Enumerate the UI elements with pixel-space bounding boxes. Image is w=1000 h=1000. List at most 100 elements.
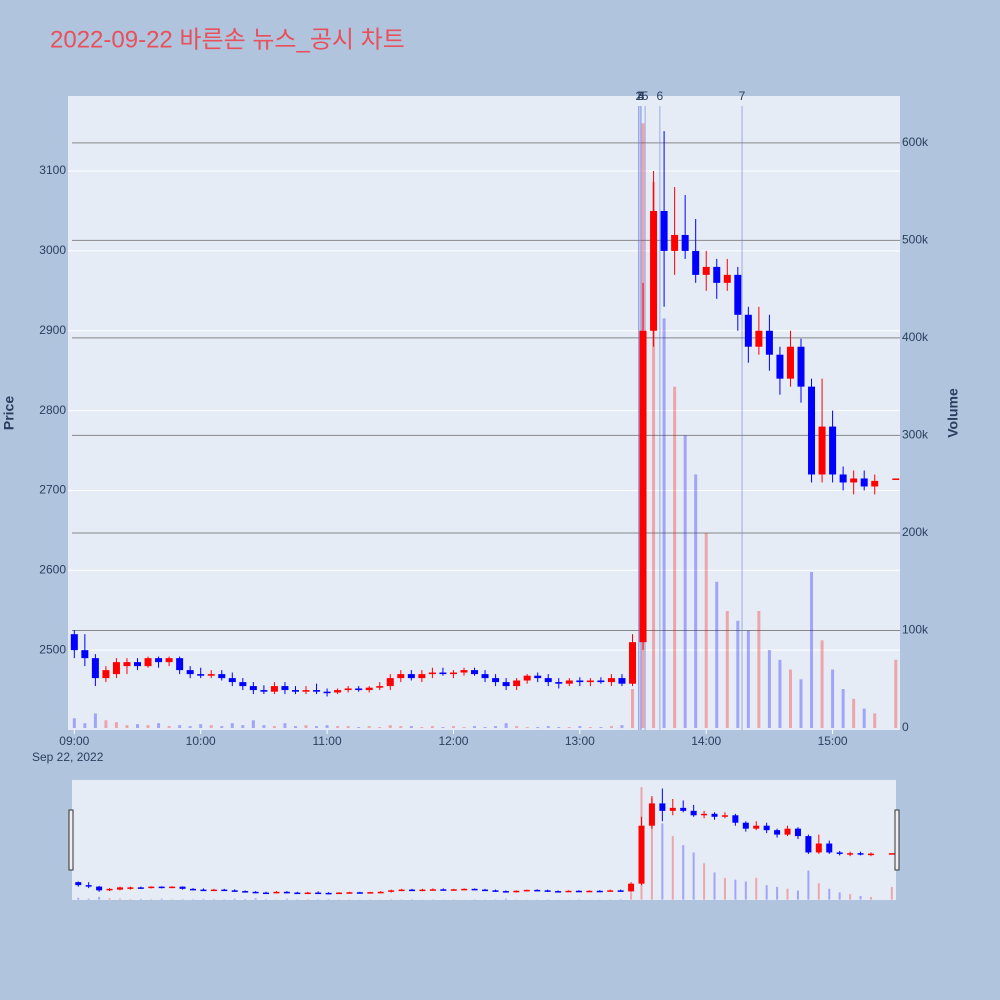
slider-volume-bar: [661, 823, 664, 900]
slider-volume-bar: [703, 863, 706, 900]
candle-body: [355, 688, 363, 691]
y-tick-label: 3000: [39, 243, 66, 257]
y-tick-label: 2800: [39, 403, 66, 417]
slider-volume-bar: [786, 888, 789, 900]
volume-bar: [241, 725, 245, 729]
candle-body: [186, 670, 194, 675]
slider-volume-bar: [285, 898, 288, 900]
volume-bar: [820, 640, 824, 729]
volume-bar: [430, 726, 434, 729]
slider-candle-body: [711, 813, 718, 817]
slider-candle-body: [252, 891, 259, 894]
candle-body: [597, 680, 605, 683]
range-slider[interactable]: [72, 780, 896, 900]
slider-volume-bar: [692, 852, 695, 900]
candle-body: [460, 670, 468, 673]
slider-volume-bar: [619, 899, 622, 900]
x-tick-label: 10:00: [186, 734, 216, 748]
volume-bar: [620, 725, 624, 729]
slider-handle[interactable]: [68, 809, 74, 871]
candle-body: [765, 330, 773, 355]
volume-bar: [652, 181, 656, 729]
volume-bar: [567, 727, 571, 729]
volume-bar: [599, 727, 603, 729]
plot-area: [68, 96, 900, 730]
slider-volume-bar: [650, 797, 653, 900]
slider-candle-body: [231, 890, 238, 892]
volume-bar: [557, 727, 561, 729]
slider-candle-body: [628, 883, 635, 892]
slider-candle-body: [210, 889, 217, 892]
slider-candle-body: [367, 892, 374, 894]
slider-candle-body: [742, 822, 749, 829]
news-label: 5: [642, 89, 649, 103]
volume-bar: [504, 723, 508, 729]
slider-candle-body: [377, 891, 384, 894]
slider-volume-bar: [160, 898, 163, 900]
candle-body: [818, 426, 826, 475]
slider-candle-body: [221, 889, 228, 892]
volume-bar: [862, 708, 866, 729]
candle-body: [534, 675, 542, 679]
candle-body: [386, 678, 394, 687]
volume-bar: [852, 698, 856, 729]
slider-volume-bar: [139, 898, 142, 900]
candle-body: [449, 672, 457, 675]
slider-candle-body: [607, 890, 614, 892]
slider-candle-body: [388, 890, 395, 892]
slider-candle-body: [356, 892, 363, 894]
slider-volume-bar: [744, 881, 747, 900]
slider-volume-bar: [233, 898, 236, 900]
candle-body: [123, 662, 131, 667]
volume-bar: [494, 726, 498, 729]
slider-candle-body: [701, 813, 708, 816]
slider-volume-bar: [390, 899, 393, 900]
slider-candle-body: [242, 891, 249, 893]
slider-volume-bar: [776, 886, 779, 900]
volume-bar: [283, 723, 287, 729]
volume-bar: [388, 725, 392, 729]
slider-candle-body: [429, 889, 436, 891]
candle-body: [334, 690, 342, 693]
candle-body: [576, 680, 584, 683]
slider-candle-body: [502, 891, 509, 893]
volume-bar: [746, 630, 750, 729]
volume-bar: [694, 474, 698, 729]
y2-tick-label: 400k: [902, 330, 929, 344]
candle-body: [871, 480, 879, 487]
candle-body: [134, 662, 142, 667]
volume-bar: [662, 318, 666, 729]
slider-candle-body: [169, 886, 176, 889]
slider-handle[interactable]: [894, 809, 900, 871]
volume-bar: [72, 718, 76, 729]
candle-body: [892, 478, 900, 480]
slider-candle-body: [544, 890, 551, 892]
slider-candle-body: [815, 843, 822, 853]
x-tick-label: 12:00: [438, 734, 468, 748]
slider-volume-bar: [671, 836, 674, 900]
x-tick-label: 09:00: [59, 734, 89, 748]
slider-candle-body: [794, 828, 801, 837]
candle-body: [270, 686, 278, 692]
candle-body: [481, 674, 489, 679]
slider-candle-body: [200, 889, 207, 892]
volume-bar: [146, 725, 150, 729]
slider-volume-bar: [244, 899, 247, 900]
slider-candle-body: [721, 815, 728, 817]
candle-body: [850, 478, 858, 483]
candle-body: [207, 674, 215, 676]
volume-bar: [683, 435, 687, 729]
x-tick-label: 14:00: [691, 734, 721, 748]
slider-candle-body: [116, 887, 123, 890]
volume-bar: [546, 726, 550, 729]
y2-tick-label: 600k: [902, 135, 929, 149]
candle-body: [860, 478, 868, 487]
volume-bar: [325, 725, 329, 729]
slider-candle-body: [336, 892, 343, 895]
volume-bar: [188, 726, 192, 729]
candle-body: [555, 682, 563, 684]
chart-title: 2022-09-22 바른손 뉴스_공시 차트: [50, 26, 405, 53]
candle-body: [91, 658, 99, 679]
candle-body: [702, 266, 710, 275]
candle-body: [492, 678, 500, 683]
